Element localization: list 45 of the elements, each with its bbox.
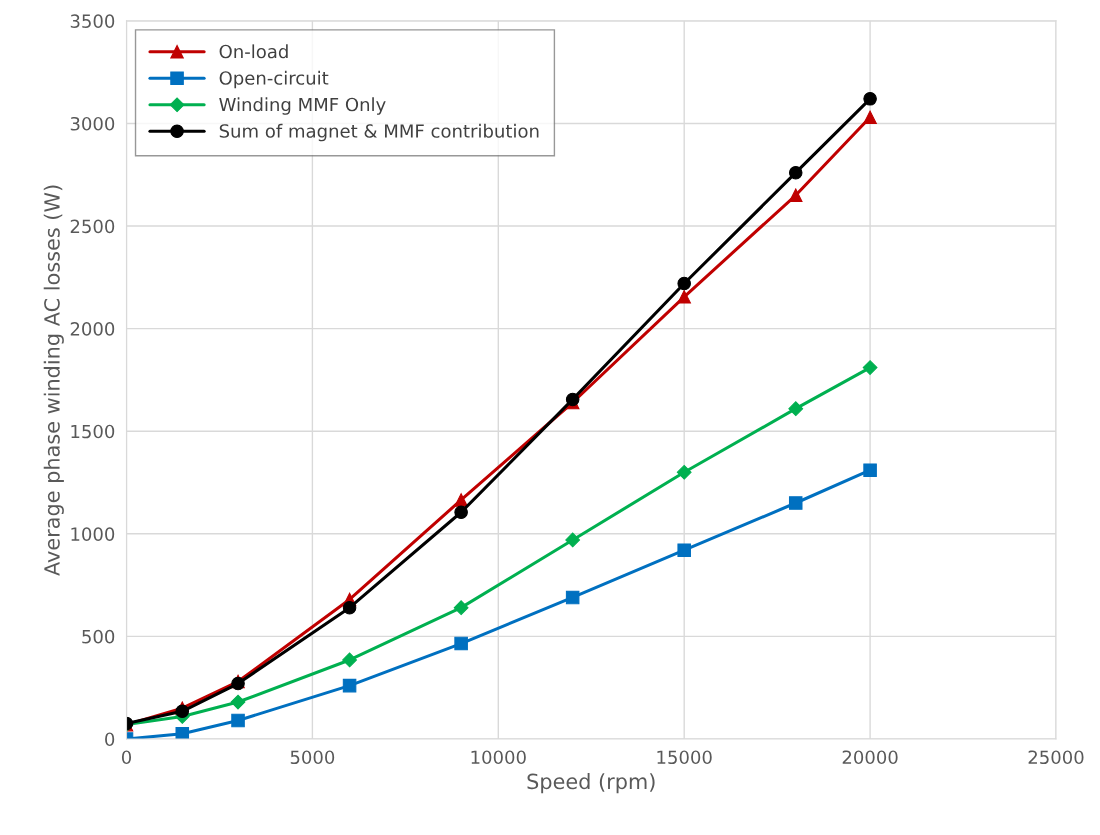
point bbox=[788, 188, 803, 203]
point bbox=[676, 464, 692, 480]
point bbox=[862, 360, 878, 376]
x-tick-label: 10000 bbox=[471, 750, 526, 765]
x-tick-label: 0 bbox=[121, 750, 132, 765]
point bbox=[454, 493, 468, 507]
y-tick-label: 500 bbox=[82, 629, 115, 644]
point bbox=[454, 636, 468, 651]
x-axis-title: Speed (rpm) bbox=[527, 773, 655, 794]
y-tick-label: 1000 bbox=[71, 527, 115, 541]
point bbox=[677, 543, 691, 557]
point bbox=[230, 694, 246, 710]
point bbox=[677, 276, 691, 291]
point bbox=[231, 713, 245, 728]
point bbox=[342, 678, 357, 693]
x-tick-label: 25000 bbox=[1028, 750, 1084, 765]
point bbox=[175, 727, 190, 739]
y-tick-label: 3000 bbox=[70, 116, 115, 131]
point bbox=[453, 600, 469, 616]
point bbox=[565, 532, 581, 548]
point bbox=[788, 401, 804, 417]
point bbox=[788, 165, 803, 180]
y-axis-title: Average phase winding AC losses (W) bbox=[43, 185, 64, 576]
point bbox=[788, 496, 803, 510]
x-tick-label: 20000 bbox=[842, 750, 898, 765]
legend-label: Winding MMF Only bbox=[219, 97, 386, 115]
y-tick-label: 0 bbox=[105, 732, 115, 747]
legend-label: Open-circuit bbox=[219, 70, 329, 89]
point bbox=[454, 505, 468, 520]
point bbox=[863, 110, 877, 125]
point bbox=[342, 652, 357, 668]
y-tick-label: 2000 bbox=[70, 322, 115, 336]
point bbox=[863, 463, 877, 477]
y-tick-label: 1500 bbox=[71, 424, 115, 439]
point bbox=[863, 92, 877, 106]
point bbox=[175, 704, 190, 719]
point bbox=[677, 290, 691, 304]
point bbox=[342, 600, 357, 615]
y-tick-label: 2500 bbox=[70, 219, 115, 234]
x-tick-label: 15000 bbox=[657, 750, 712, 765]
legend-label: Sum of magnet & MMF contribution bbox=[219, 123, 539, 142]
legend-label: On-load bbox=[219, 44, 288, 59]
point bbox=[565, 590, 580, 605]
x-tick-label: 5000 bbox=[290, 750, 335, 765]
y-tick-label: 3500 bbox=[70, 14, 115, 28]
